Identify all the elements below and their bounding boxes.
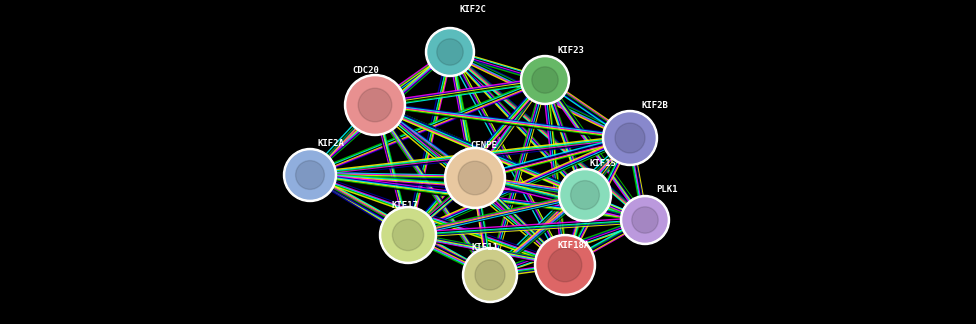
Circle shape xyxy=(296,161,324,190)
Text: KIF2B: KIF2B xyxy=(642,101,669,110)
Circle shape xyxy=(392,219,424,250)
Text: KIF2C: KIF2C xyxy=(460,5,487,14)
Text: KIF18A: KIF18A xyxy=(558,241,590,250)
Circle shape xyxy=(358,88,391,122)
Circle shape xyxy=(447,150,503,206)
Text: KIF11: KIF11 xyxy=(472,243,499,252)
Circle shape xyxy=(623,198,667,242)
Circle shape xyxy=(345,75,405,135)
Circle shape xyxy=(437,39,464,65)
Circle shape xyxy=(428,30,472,74)
Circle shape xyxy=(380,206,436,263)
Circle shape xyxy=(535,235,595,295)
Circle shape xyxy=(605,113,655,163)
Circle shape xyxy=(465,250,515,300)
Circle shape xyxy=(444,147,506,209)
Circle shape xyxy=(615,123,645,153)
Circle shape xyxy=(549,248,582,282)
Circle shape xyxy=(426,28,474,76)
Circle shape xyxy=(523,58,567,102)
Circle shape xyxy=(347,77,403,133)
Text: KIF17: KIF17 xyxy=(392,201,419,210)
Text: KIF23: KIF23 xyxy=(558,46,585,55)
Circle shape xyxy=(537,237,593,293)
Circle shape xyxy=(283,148,337,202)
Text: CDC20: CDC20 xyxy=(352,66,379,75)
Circle shape xyxy=(520,55,570,105)
Circle shape xyxy=(558,168,612,222)
Circle shape xyxy=(631,207,658,233)
Circle shape xyxy=(571,180,599,209)
Circle shape xyxy=(561,171,609,219)
Circle shape xyxy=(621,195,670,245)
Circle shape xyxy=(602,110,658,166)
Circle shape xyxy=(286,151,334,199)
Text: CENPE: CENPE xyxy=(470,141,497,150)
Text: KIF2A: KIF2A xyxy=(318,139,345,148)
Circle shape xyxy=(458,161,492,195)
Circle shape xyxy=(463,248,517,303)
Circle shape xyxy=(532,67,558,93)
Text: KIF15: KIF15 xyxy=(590,159,617,168)
Circle shape xyxy=(382,209,434,261)
Text: PLK1: PLK1 xyxy=(656,185,677,194)
Circle shape xyxy=(475,260,505,290)
